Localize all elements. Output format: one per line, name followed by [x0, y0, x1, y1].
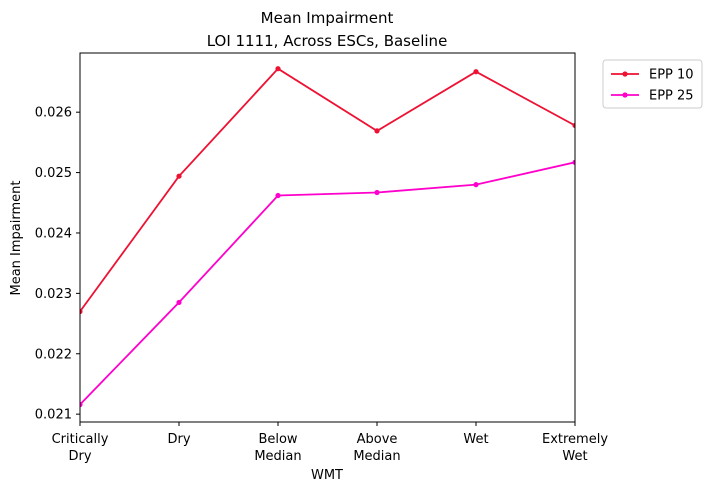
y-tick-label: 0.025	[35, 166, 72, 181]
series-line-epp-25	[80, 161, 575, 406]
x-tick-label: Below	[258, 432, 297, 447]
y-tick-label: 0.024	[35, 226, 72, 241]
x-axis-label: WMT	[311, 468, 343, 483]
x-tick-label: Critically	[52, 432, 109, 447]
x-tick-label: Wet	[562, 449, 587, 464]
x-tick-label: Dry	[68, 449, 91, 464]
x-axis: Critically Dry Dry Below Median Above Median We…	[52, 422, 608, 464]
y-tick-label: 0.023	[35, 287, 72, 302]
plot-frame	[79, 52, 576, 423]
data-point-epp-25	[572, 159, 575, 165]
plot-area	[79, 52, 576, 423]
legend-label: EPP 10	[649, 68, 694, 83]
x-tick-label: Median	[254, 449, 301, 464]
data-point-epp-10	[275, 66, 281, 72]
y-tick-label: 0.021	[35, 408, 72, 423]
data-point-epp-10	[374, 128, 380, 134]
data-point-epp-25	[275, 192, 281, 199]
data-point-epp-25	[473, 182, 479, 188]
x-tick-label: Median	[353, 449, 400, 464]
x-tick-label: Above	[357, 432, 398, 447]
x-tick-label: Dry	[167, 432, 190, 447]
data-point-epp-25	[80, 401, 83, 408]
x-tick-label: Extremely	[542, 432, 608, 447]
y-tick-label: 0.026	[35, 106, 72, 121]
series-group	[80, 66, 575, 408]
y-axis-label: Mean Impairment	[9, 181, 24, 296]
y-tick-label: 0.022	[35, 347, 72, 362]
data-point-epp-25	[176, 299, 182, 306]
data-point-epp-25	[374, 189, 380, 196]
chart-title: Mean Impairment	[261, 9, 394, 27]
legend-swatch-marker	[622, 92, 628, 98]
data-point-epp-10	[473, 69, 479, 75]
legend: EPP 10 EPP 25	[602, 59, 703, 109]
legend-label: EPP 25	[649, 89, 694, 104]
y-axis: 0.021 0.022 0.023 0.024 0.025 0.026	[35, 106, 80, 423]
series-line-epp-10	[80, 67, 575, 313]
data-point-epp-10	[176, 173, 182, 179]
data-point-epp-10	[80, 308, 83, 315]
x-tick-label: Wet	[463, 432, 488, 447]
legend-swatch-marker	[622, 71, 628, 77]
chart-subtitle: LOI 1111, Across ESCs, Baseline	[207, 32, 448, 50]
legend-box	[602, 59, 703, 109]
data-point-epp-10	[572, 122, 575, 129]
